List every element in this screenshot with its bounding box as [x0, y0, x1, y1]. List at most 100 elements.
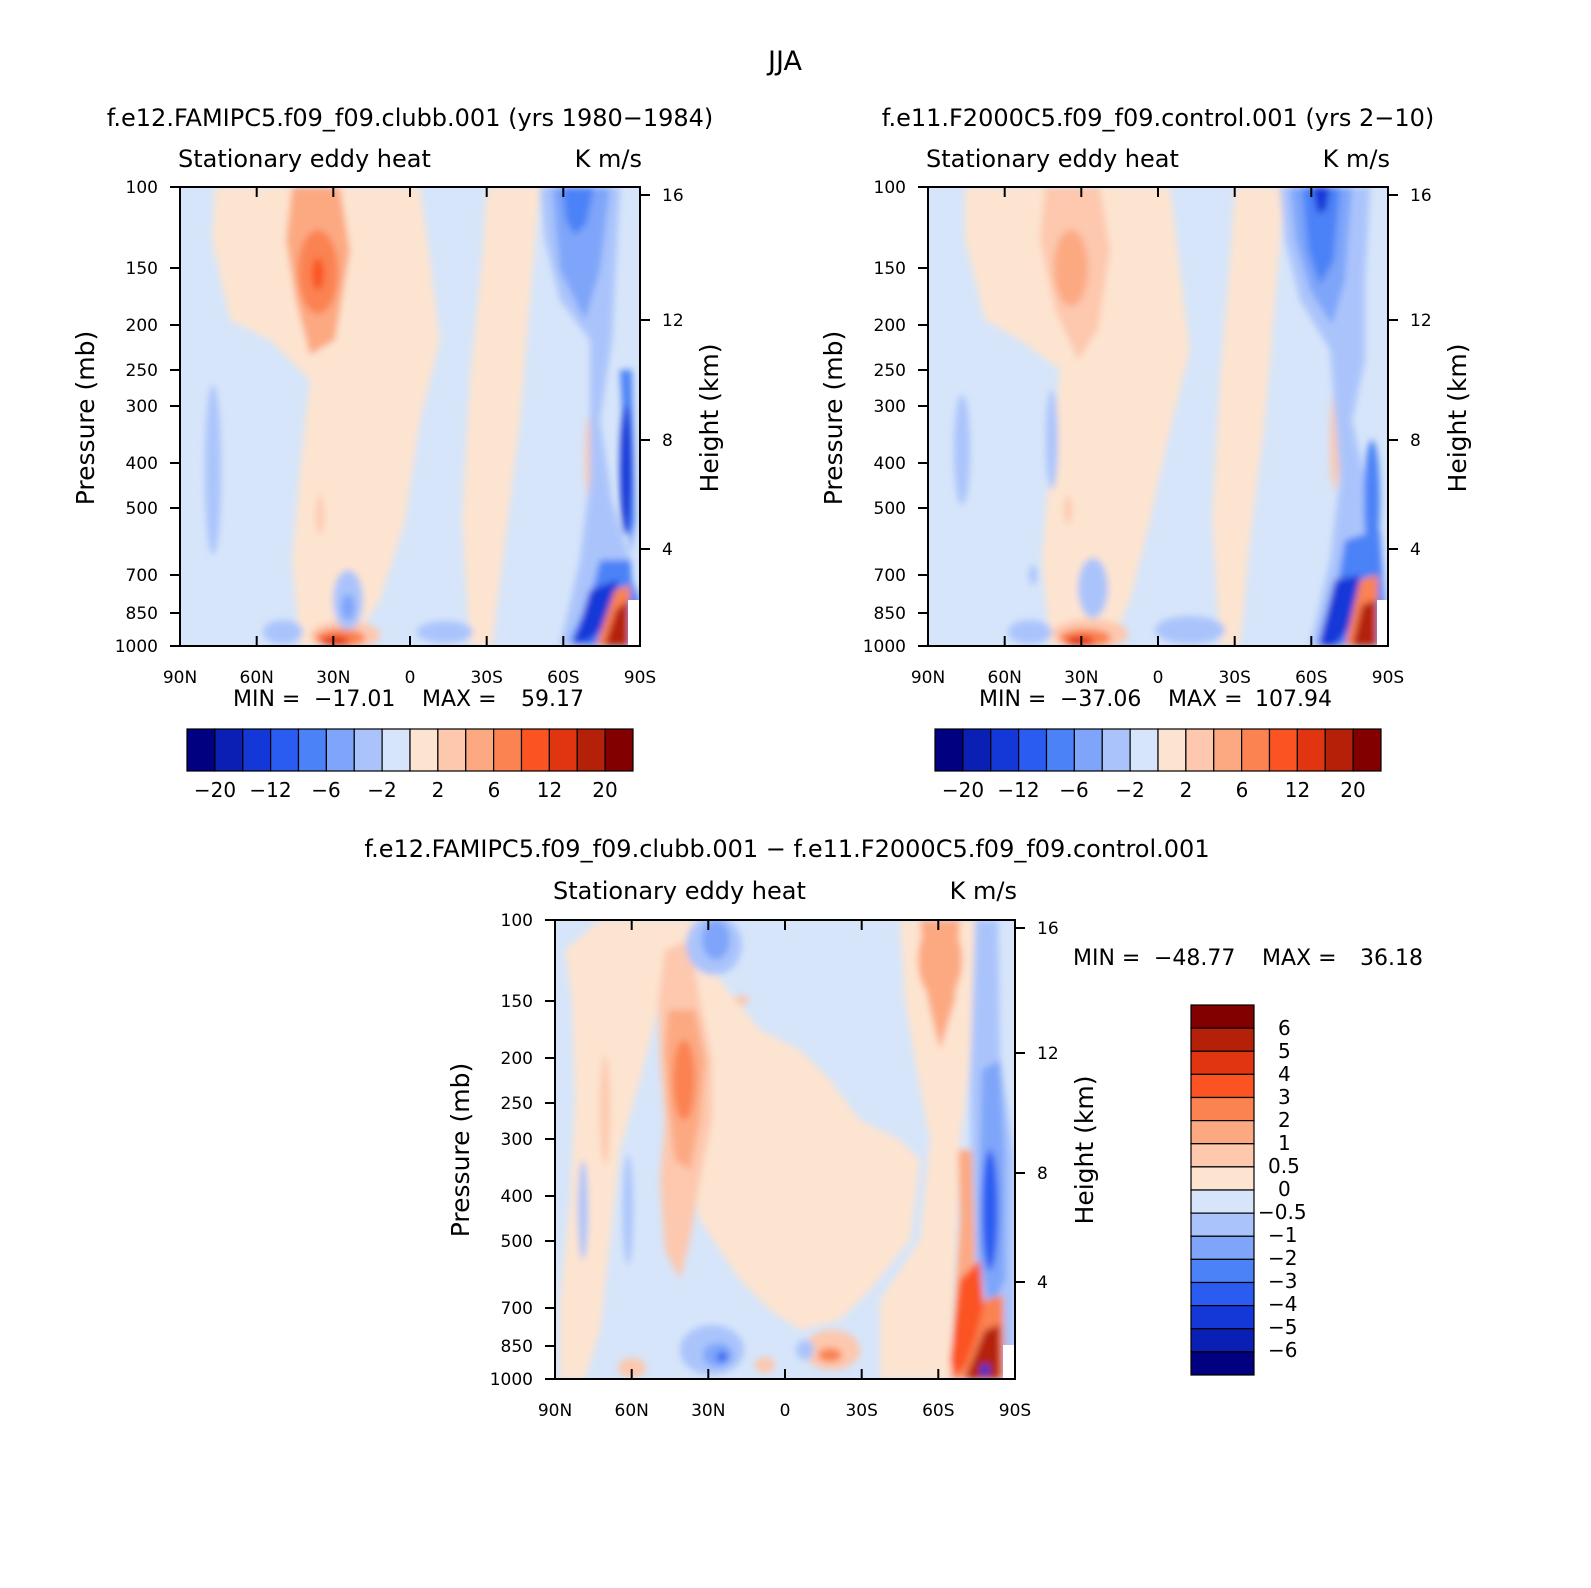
colorbar-cells [935, 729, 1381, 771]
contour-band-negative [263, 620, 303, 644]
y-tick-label: 500 [501, 1232, 533, 1252]
colorbar-label: 3 [1278, 1085, 1291, 1109]
height-tick-label: 4 [1410, 540, 1421, 560]
colorbar: 6 5 4 3 2 1 0.5 0 −0.5 −1 −2 −3 −4 −5 −6 [1191, 1005, 1307, 1375]
y-tick-label: 250 [874, 361, 906, 381]
colorbar-cell [1191, 1144, 1254, 1167]
colorbar-cells [187, 729, 633, 771]
x-tick-label: 60N [615, 1401, 649, 1421]
contour-band-positive [1054, 230, 1088, 306]
y-tick-label: 400 [501, 1187, 533, 1207]
colorbar-labels: −20 −12 −6 −2 2 6 12 20 [942, 778, 1366, 802]
colorbar-label: 20 [592, 778, 617, 802]
y-tick-label: 500 [874, 499, 906, 519]
colorbar-cell [605, 729, 633, 771]
y-tick-labels: 100 150 200 250 300 400 500 700 850 1000 [490, 911, 533, 1390]
x-tick-label: 30N [1064, 668, 1098, 688]
colorbar-labels: 6 5 4 3 2 1 0.5 0 −0.5 −1 −2 −3 −4 −5 −6 [1258, 1016, 1307, 1362]
colorbar-label: −6 [311, 778, 340, 802]
height-tick-labels: 16 12 8 4 [1037, 919, 1059, 1293]
colorbar-label: 1 [1278, 1131, 1291, 1155]
y-tick-labels: 100 150 200 250 300 400 500 700 850 1000 [115, 178, 158, 657]
colorbar-cell [935, 729, 963, 771]
x-tick-labels: 90N 60N 30N 0 30S 60S 90S [163, 668, 656, 688]
max-value: 36.18 [1360, 946, 1423, 971]
x-tick-label: 90S [1372, 668, 1404, 688]
colorbar-cell [1214, 729, 1242, 771]
colorbar-cell [1191, 1074, 1254, 1097]
y-tick-label: 1000 [115, 637, 158, 657]
colorbar-label: 0.5 [1268, 1154, 1300, 1178]
left-string: Stationary eddy heat [926, 145, 1179, 173]
x-tick-label: 30S [470, 668, 502, 688]
height-tick-label: 12 [662, 311, 684, 331]
colorbar-label: −2 [1115, 778, 1144, 802]
y2-axis-label: Height (km) [1443, 344, 1472, 493]
min-label: MIN = [233, 687, 300, 712]
colorbar-cell [1158, 729, 1186, 771]
height-tick-labels: 16 12 8 4 [662, 186, 684, 560]
contour-band-positive [321, 636, 349, 646]
contour-band-negative [620, 405, 632, 535]
x-tick-label: 30S [845, 1401, 877, 1421]
colorbar-cell [991, 729, 1019, 771]
y-tick-label: 100 [126, 178, 158, 198]
min-max-stats: MIN = −48.77 MAX = 36.18 [1073, 946, 1423, 971]
height-tick-label: 8 [1410, 431, 1421, 451]
figure: JJA f.e12.FAMIPC5.f09_f09.clubb.001 (yrs… [0, 0, 1591, 1588]
y-tick-labels: 100 150 200 250 300 400 500 700 850 1000 [863, 178, 906, 657]
y-tick-label: 300 [874, 397, 906, 417]
max-value: 107.94 [1255, 687, 1332, 712]
contour-band-negative [954, 395, 970, 505]
colorbar-cell [410, 729, 438, 771]
colorbar-cell [1191, 1236, 1254, 1259]
colorbar-label: −3 [1268, 1269, 1297, 1293]
colorbar-cell [1191, 1121, 1254, 1144]
height-tick-labels: 16 12 8 4 [1410, 186, 1432, 560]
contour-band-negative [417, 621, 473, 643]
contour-field [928, 187, 1388, 649]
colorbar-label: 6 [488, 778, 501, 802]
contour-band-negative [982, 1150, 998, 1270]
y-tick-label: 150 [126, 259, 158, 279]
colorbar-cell [1297, 729, 1325, 771]
colorbar-cell [1191, 1005, 1254, 1028]
colorbar-cell [243, 729, 271, 771]
panel-model: f.e12.FAMIPC5.f09_f09.clubb.001 (yrs 198… [71, 104, 724, 802]
height-tick-label: 16 [1037, 919, 1059, 939]
left-string: Stationary eddy heat [178, 145, 431, 173]
y-tick-label: 300 [501, 1130, 533, 1150]
contour-band-negative [702, 920, 730, 960]
colorbar-cells [1191, 1005, 1254, 1375]
contour-band-negative [1029, 565, 1037, 585]
units-string: K m/s [1323, 145, 1390, 173]
colorbar-label: −0.5 [1258, 1200, 1307, 1224]
colorbar-label: 12 [537, 778, 562, 802]
colorbar-cell [1191, 1167, 1254, 1190]
colorbar-cell [299, 729, 327, 771]
contour-field [555, 915, 1015, 1379]
colorbar: −20 −12 −6 −2 2 6 12 20 [187, 729, 633, 802]
colorbar-label: 0 [1278, 1177, 1291, 1201]
x-tick-label: 30N [691, 1401, 725, 1421]
colorbar-label: −12 [997, 778, 1039, 802]
colorbar-cell [1191, 1190, 1254, 1213]
min-value: −17.01 [314, 687, 395, 712]
panel-title: f.e12.FAMIPC5.f09_f09.clubb.001 − f.e11.… [364, 835, 1209, 863]
y-tick-label: 100 [501, 911, 533, 931]
y-axis-label: Pressure (mb) [446, 1063, 475, 1237]
max-label: MAX = [422, 687, 497, 712]
contour-band-positive [1066, 636, 1094, 646]
colorbar-label: −2 [1268, 1246, 1297, 1270]
colorbar-cell [1191, 1028, 1254, 1051]
contour-band-positive [1064, 496, 1072, 524]
max-label: MAX = [1168, 687, 1243, 712]
contour-band-positive [755, 1357, 775, 1373]
colorbar-label: −1 [1268, 1223, 1297, 1247]
colorbar-cell [549, 729, 577, 771]
colorbar-label: 6 [1278, 1016, 1291, 1040]
colorbar-label: −6 [1268, 1338, 1297, 1362]
y-tick-label: 300 [126, 397, 158, 417]
height-tick-label: 12 [1410, 311, 1432, 331]
colorbar-cell [1325, 729, 1353, 771]
